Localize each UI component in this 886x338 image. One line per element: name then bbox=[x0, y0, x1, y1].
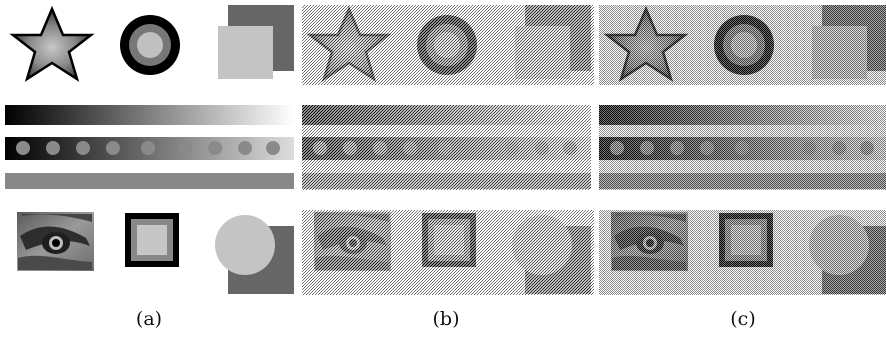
panel-a bbox=[3, 3, 296, 296]
caption-b: (b) bbox=[432, 308, 460, 330]
caption-a: (a) bbox=[135, 308, 163, 330]
panel-c bbox=[597, 3, 886, 296]
panel-b bbox=[300, 3, 594, 296]
caption-c: (c) bbox=[730, 308, 756, 330]
